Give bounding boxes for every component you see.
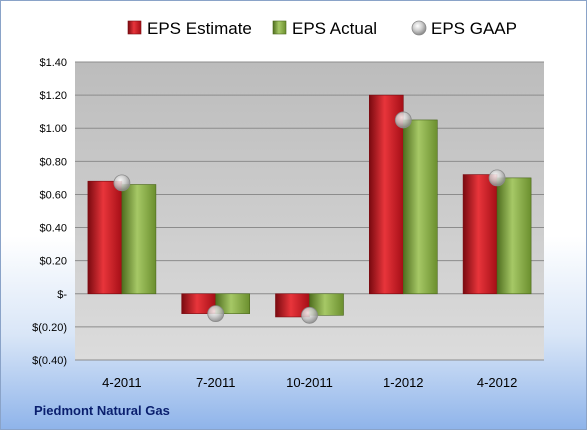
y-tick-label: $0.40: [39, 223, 67, 235]
x-tick-label: 10-2011: [286, 375, 333, 390]
legend-swatch: [127, 20, 142, 35]
legend-estimate: EPS Estimate: [127, 19, 252, 38]
legend-swatch: [411, 20, 427, 36]
company-name: Piedmont Natural Gas: [34, 403, 170, 418]
y-tick-label: $1.00: [39, 123, 67, 135]
actual-bar: [215, 293, 250, 314]
y-tick-label: $(0.20): [32, 322, 67, 334]
actual-bar: [309, 293, 344, 316]
gaap-marker: [301, 306, 318, 324]
actual-bar: [402, 119, 438, 295]
legend-swatch: [272, 20, 287, 35]
gaap-marker: [394, 111, 412, 129]
legend-label: EPS Actual: [292, 19, 377, 38]
gaap-markers: [113, 111, 506, 324]
estimate-bar: [368, 94, 404, 295]
legend-actual: EPS Actual: [272, 19, 377, 38]
actual-bar: [121, 184, 157, 295]
gaap-marker: [207, 305, 225, 323]
actual-bar: [496, 177, 532, 295]
y-tick-label: $(0.40): [32, 355, 67, 367]
estimate-bar: [462, 174, 498, 295]
legend-label: EPS GAAP: [431, 19, 517, 38]
y-tick-label: $0.60: [39, 189, 67, 201]
y-tick-label: $-: [57, 289, 67, 301]
y-tick-label: $0.20: [39, 256, 67, 268]
y-axis-ticks: $1.40 $1.20 $1.00 $0.80 $0.60 $0.40 $0.20 $- $(0…: [32, 57, 67, 367]
x-tick-label: 4-2012: [477, 375, 517, 390]
x-axis-ticks: 4-2011 7-2011 10-2011 1-2012 4-2012: [102, 375, 517, 390]
gaap-marker: [488, 169, 506, 187]
legend: EPS Estimate EPS Actual EPS GAAP: [127, 19, 517, 38]
y-tick-label: $1.40: [39, 57, 67, 69]
x-tick-label: 4-2011: [102, 375, 142, 390]
legend-gaap: EPS GAAP: [411, 19, 517, 38]
y-tick-label: $0.80: [39, 156, 67, 168]
x-tick-label: 7-2011: [196, 375, 236, 390]
y-tick-label: $1.20: [39, 90, 67, 102]
x-tick-label: 1-2012: [383, 375, 423, 390]
legend-label: EPS Estimate: [147, 19, 252, 38]
estimate-bar: [87, 180, 123, 295]
bars: [87, 94, 532, 318]
gaap-marker: [113, 174, 131, 192]
